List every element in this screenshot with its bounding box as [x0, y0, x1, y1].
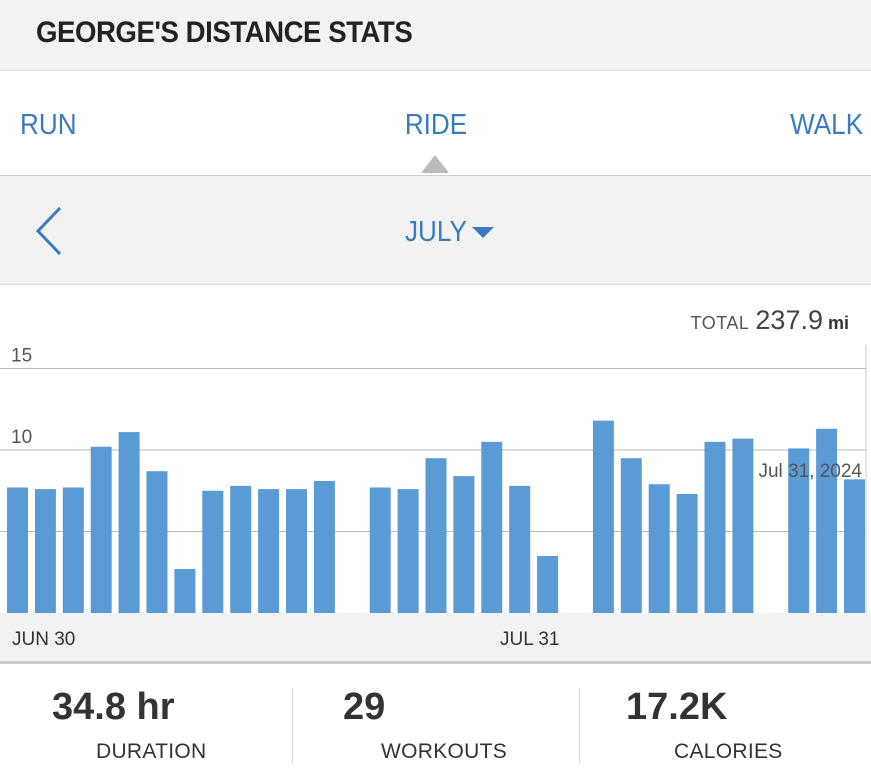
bar[interactable] — [537, 555, 559, 613]
month-dropdown[interactable]: JULY — [405, 216, 494, 249]
bar[interactable] — [509, 485, 531, 613]
distance-chart: 15105Jul 31, 2024 TOTAL 237.9 mi — [0, 285, 871, 663]
bar[interactable] — [202, 490, 224, 613]
divider — [579, 688, 580, 764]
bar-chart: 15105Jul 31, 2024 — [0, 345, 867, 613]
stat-calories: 17.2K CALORIES — [580, 664, 871, 779]
page-title: GEORGE'S DISTANCE STATS — [36, 16, 413, 49]
bar[interactable] — [34, 489, 56, 613]
chevron-left-icon — [35, 206, 62, 256]
bar[interactable] — [90, 446, 112, 613]
bar[interactable] — [481, 441, 503, 613]
bar[interactable] — [397, 489, 419, 613]
bar[interactable] — [620, 458, 642, 613]
bar[interactable] — [146, 471, 168, 613]
tab-ride[interactable]: RIDE — [404, 109, 468, 141]
bar[interactable] — [704, 441, 726, 613]
bar[interactable] — [453, 476, 475, 613]
divider — [292, 688, 293, 764]
bar[interactable] — [286, 489, 307, 613]
stat-workouts: 29 WORKOUTS — [293, 664, 579, 779]
bar[interactable] — [816, 428, 838, 613]
total-value: 237.9 — [755, 305, 823, 335]
selected-tab-caret-icon — [421, 155, 449, 173]
bar[interactable] — [732, 438, 754, 613]
stat-label: DURATION — [96, 740, 207, 763]
activity-tabs: RUN RIDE WALK — [0, 71, 871, 176]
bar[interactable] — [118, 432, 140, 613]
stat-value: 17.2K — [626, 686, 728, 728]
caret-down-icon — [471, 227, 494, 238]
total-distance: TOTAL 237.9 mi — [691, 305, 849, 336]
previous-month-button[interactable] — [30, 204, 70, 258]
tab-run[interactable]: RUN — [20, 109, 77, 141]
x-tick-label: JUN 30 — [12, 629, 76, 650]
stat-value: 29 — [343, 686, 386, 728]
bar[interactable] — [369, 487, 391, 613]
month-label: JULY — [405, 216, 467, 248]
bar[interactable] — [844, 479, 865, 613]
x-axis: JUN 30 JUL 31 — [0, 613, 871, 664]
bar[interactable] — [174, 568, 196, 613]
bar[interactable] — [425, 458, 447, 613]
y-tick-label: 10 — [11, 427, 32, 448]
total-label: TOTAL — [690, 313, 750, 333]
stats-summary: 34.8 hr DURATION 29 WORKOUTS 17.2K CALOR… — [0, 664, 871, 779]
bar[interactable] — [258, 489, 280, 613]
y-tick-label: 15 — [11, 346, 32, 367]
stat-value: 34.8 hr — [52, 686, 175, 728]
bar[interactable] — [230, 485, 252, 613]
bar[interactable] — [592, 420, 614, 613]
bar[interactable] — [7, 487, 28, 613]
total-unit: mi — [827, 313, 849, 333]
header: GEORGE'S DISTANCE STATS — [0, 0, 871, 71]
x-tick-label: JUL 31 — [500, 629, 560, 650]
bar[interactable] — [788, 448, 810, 613]
bar[interactable] — [676, 494, 698, 613]
stat-label: WORKOUTS — [381, 740, 508, 763]
tab-walk[interactable]: WALK — [790, 109, 863, 141]
stat-label: CALORIES — [674, 740, 783, 763]
date-annotation: Jul 31, 2024 — [758, 461, 862, 482]
bar[interactable] — [62, 487, 84, 613]
stat-duration: 34.8 hr DURATION — [0, 664, 292, 779]
bar[interactable] — [648, 484, 670, 613]
bar[interactable] — [313, 480, 335, 613]
month-navigation: JULY — [0, 176, 871, 285]
